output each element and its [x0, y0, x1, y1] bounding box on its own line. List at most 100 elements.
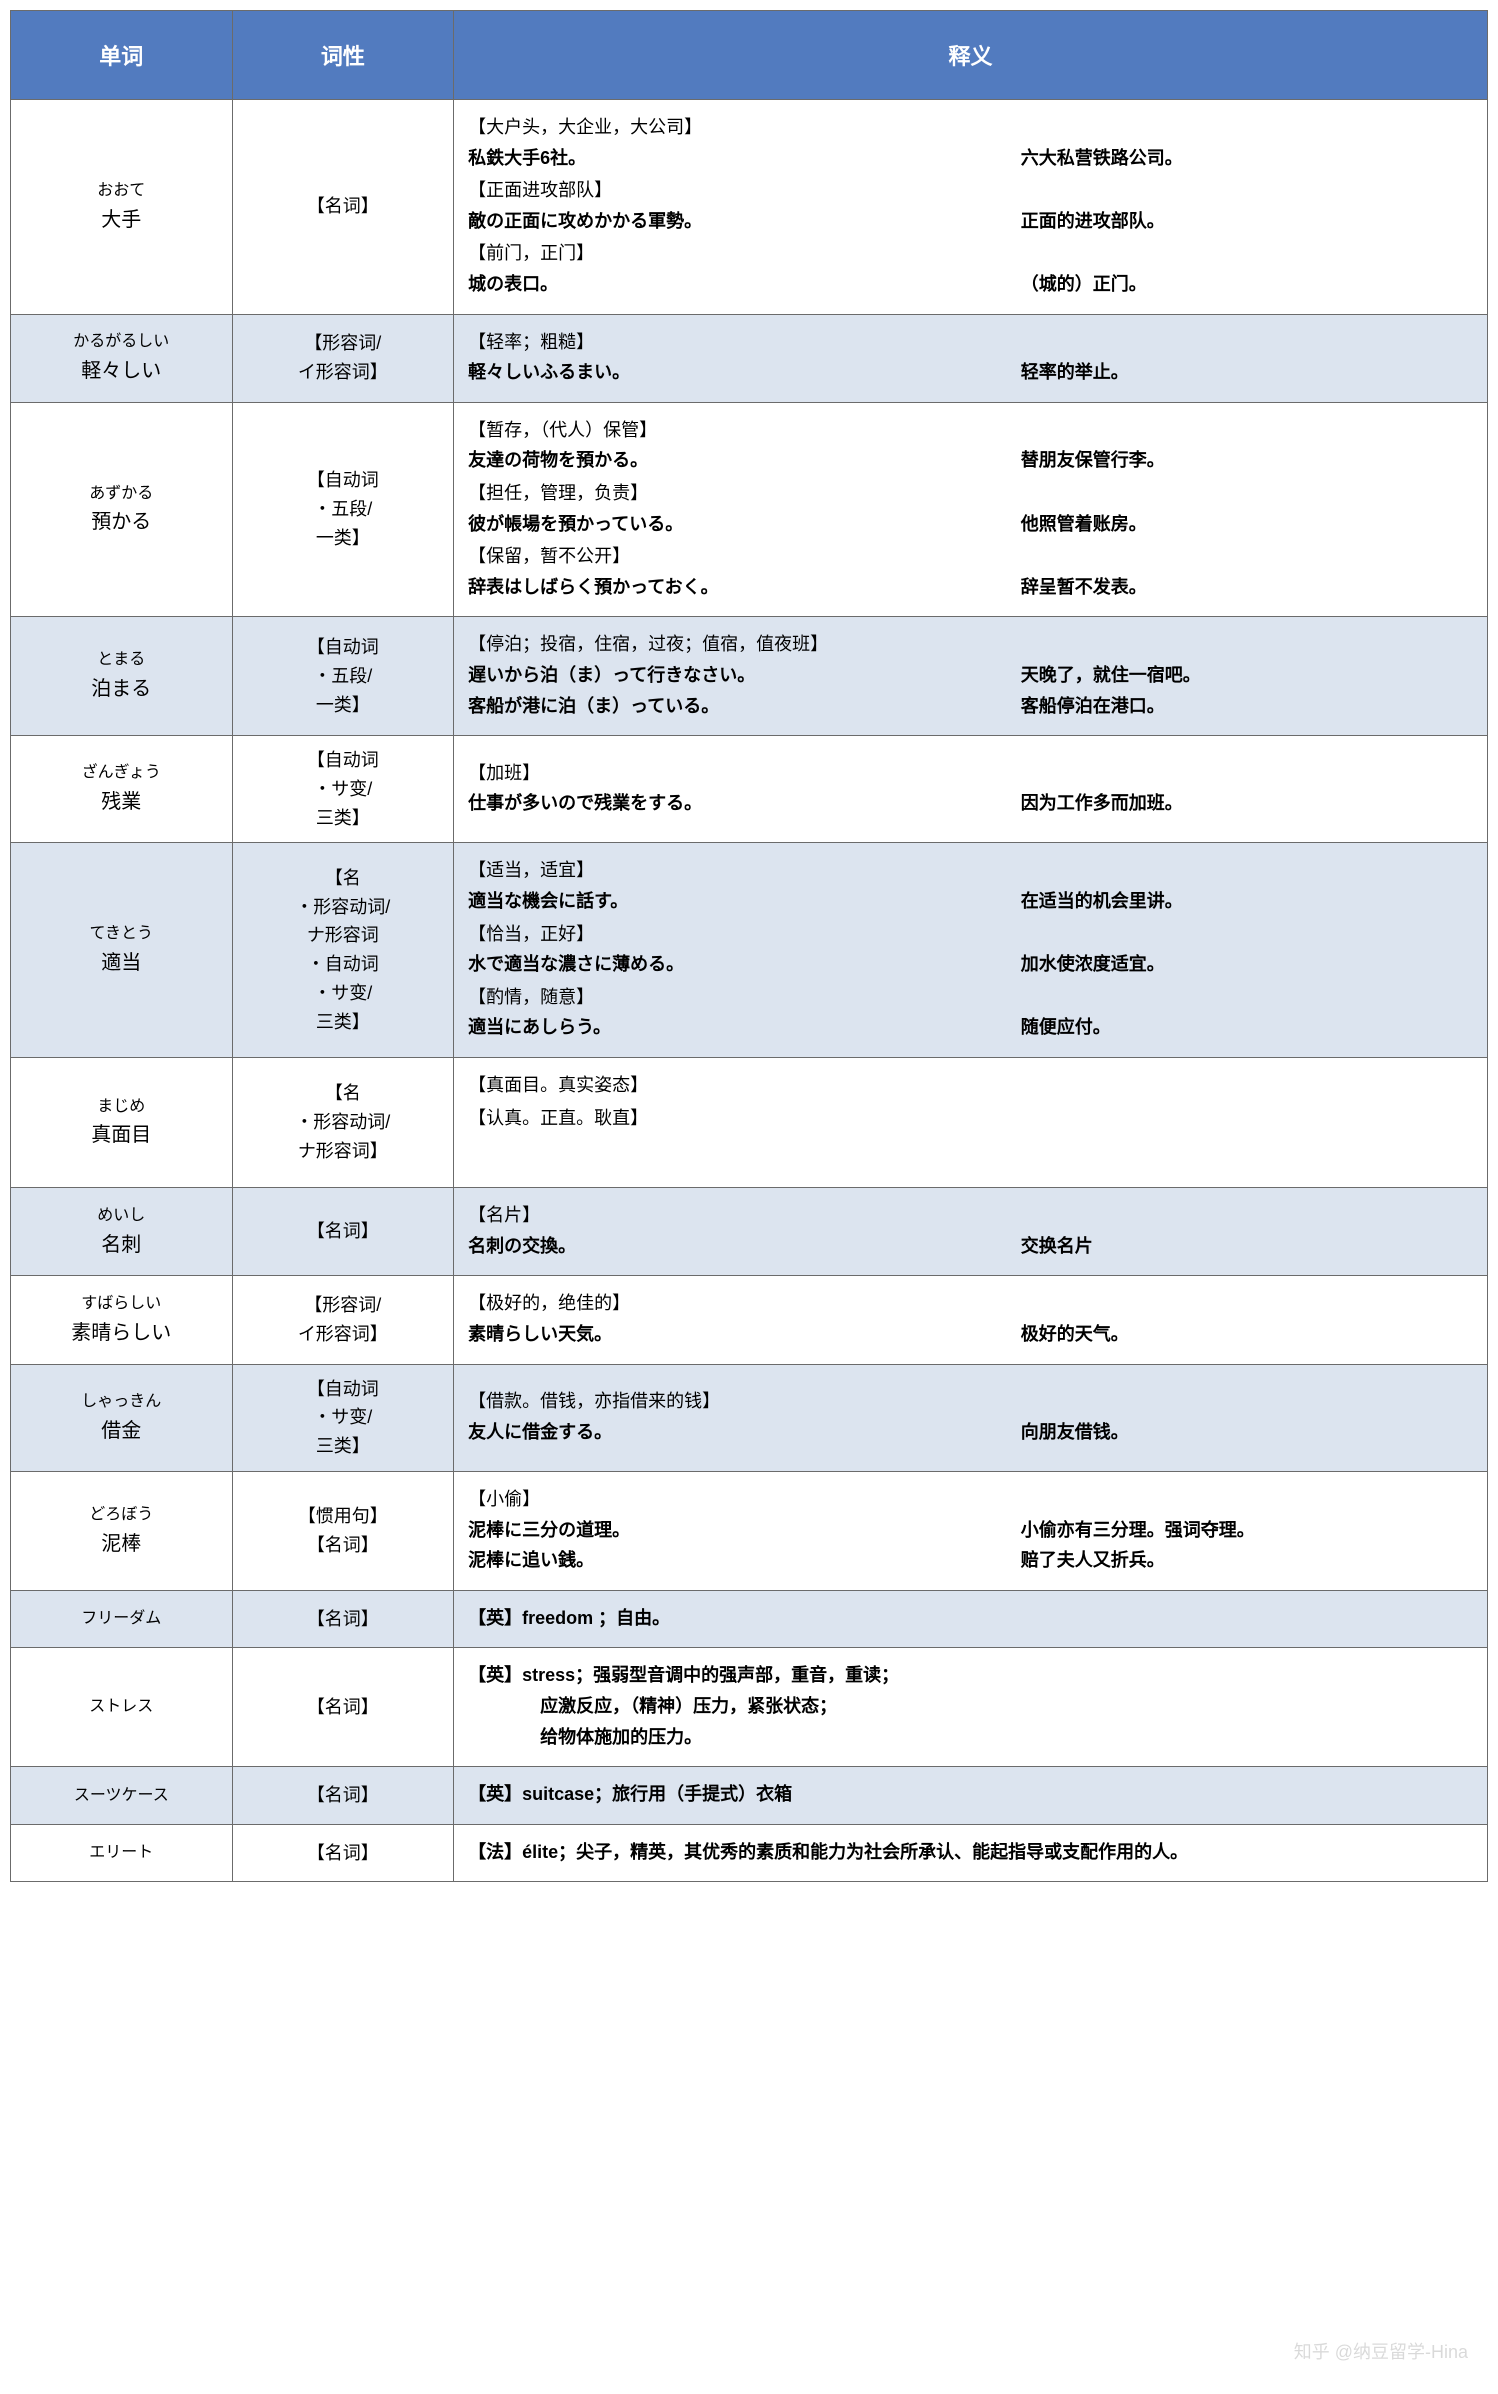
pos-cell: 【惯用句】【名词】	[232, 1472, 454, 1591]
pos-cell: 【名词】	[232, 1824, 454, 1882]
example-jp: 適当にあしらう。	[468, 1012, 1021, 1043]
example-row: 友人に借金する。向朋友借钱。	[468, 1417, 1473, 1448]
table-row: フリーダム【名词】【英】freedom ；自由。	[11, 1590, 1488, 1648]
example-row: 友達の荷物を預かる。替朋友保管行李。	[468, 445, 1473, 476]
word-reading: エリート	[17, 1840, 226, 1866]
example-row: 名刺の交換。交换名片	[468, 1231, 1473, 1262]
pos-cell: 【名词】	[232, 100, 454, 315]
example-row: 彼が帳場を預かっている。他照管着账房。	[468, 509, 1473, 540]
def-line: 【英】stress；强弱型音调中的强声部，重音，重读；	[468, 1660, 1473, 1691]
example-row: 遅いから泊（ま）って行きなさい。天晚了，就住一宿吧。	[468, 660, 1473, 691]
word-reading: ざんぎょう	[17, 760, 226, 786]
def-cell: 【真面目。真实姿态】【认真。正直。耿直】	[454, 1058, 1488, 1188]
def-cell: 【英】stress；强弱型音调中的强声部，重音，重读； 应激反应，（精神）压力，…	[454, 1648, 1488, 1767]
header-row: 单词 词性 释义	[11, 11, 1488, 100]
example-row: 素晴らしい天気。极好的天气。	[468, 1319, 1473, 1350]
word-cell: ざんぎょう残業	[11, 736, 233, 843]
def-cell: 【暂存，（代人）保管】友達の荷物を預かる。替朋友保管行李。【担任，管理，负责】彼…	[454, 402, 1488, 617]
vocab-table: 单词 词性 释义 おおて大手【名词】【大户头，大企业，大公司】私鉄大手6社。六大…	[10, 10, 1488, 1882]
pos-cell: 【名・形容动词/ナ形容词】	[232, 1058, 454, 1188]
example-jp: 泥棒に三分の道理。	[468, 1515, 1021, 1546]
example-row: 水で適当な濃さに薄める。加水使浓度适宜。	[468, 949, 1473, 980]
def-heading: 【保留，暂不公开】	[468, 541, 1473, 572]
word-cell: めいし名刺	[11, 1188, 233, 1276]
example-jp: 敵の正面に攻めかかる軍勢。	[468, 206, 1021, 237]
example-row: 城の表口。（城的）正门。	[468, 269, 1473, 300]
def-cell: 【停泊；投宿，住宿，过夜；值宿，值夜班】遅いから泊（ま）って行きなさい。天晚了，…	[454, 617, 1488, 736]
word-cell: すばらしい素晴らしい	[11, 1276, 233, 1364]
def-heading: 【名片】	[468, 1200, 1473, 1231]
example-cn: 小偷亦有三分理。强词夺理。	[1021, 1515, 1473, 1546]
def-single: 【法】élite；尖子，精英，其优秀的素质和能力为社会所承认、能起指导或支配作用…	[468, 1837, 1473, 1868]
word-cell: あずかる預かる	[11, 402, 233, 617]
def-cell: 【大户头，大企业，大公司】私鉄大手6社。六大私营铁路公司。【正面进攻部队】敵の正…	[454, 100, 1488, 315]
example-cn: 赔了夫人又折兵。	[1021, 1545, 1473, 1576]
example-cn: 客船停泊在港口。	[1021, 691, 1473, 722]
pos-cell: 【自动词・サ变/三类】	[232, 1364, 454, 1471]
def-heading: 【前门，正门】	[468, 238, 1473, 269]
example-jp: 辞表はしばらく預かっておく。	[468, 572, 1021, 603]
word-reading: てきとう	[17, 921, 226, 947]
def-heading: 【小偷】	[468, 1484, 1473, 1515]
word-kanji: 預かる	[17, 506, 226, 538]
word-kanji: 軽々しい	[17, 355, 226, 387]
word-reading: すばらしい	[17, 1291, 226, 1317]
word-cell: どろぼう泥棒	[11, 1472, 233, 1591]
example-jp: 私鉄大手6社。	[468, 143, 1021, 174]
def-heading: 【借款。借钱，亦指借来的钱】	[468, 1386, 1473, 1417]
table-row: おおて大手【名词】【大户头，大企业，大公司】私鉄大手6社。六大私营铁路公司。【正…	[11, 100, 1488, 315]
example-row: 私鉄大手6社。六大私营铁路公司。	[468, 143, 1473, 174]
example-row: 客船が港に泊（ま）っている。客船停泊在港口。	[468, 691, 1473, 722]
def-cell: 【极好的，绝佳的】素晴らしい天気。极好的天气。	[454, 1276, 1488, 1364]
example-jp: 泥棒に追い銭。	[468, 1545, 1021, 1576]
def-heading: 【极好的，绝佳的】	[468, 1288, 1473, 1319]
table-row: エリート【名词】【法】élite；尖子，精英，其优秀的素质和能力为社会所承认、能…	[11, 1824, 1488, 1882]
word-reading: めいし	[17, 1203, 226, 1229]
example-jp: 城の表口。	[468, 269, 1021, 300]
word-cell: フリーダム	[11, 1590, 233, 1648]
example-jp: 仕事が多いので残業をする。	[468, 788, 1021, 819]
pos-cell: 【名・形容动词/ナ形容词・自动词・サ变/三类】	[232, 843, 454, 1058]
def-heading: 【加班】	[468, 758, 1473, 789]
def-heading: 【暂存，（代人）保管】	[468, 415, 1473, 446]
example-cn: 加水使浓度适宜。	[1021, 949, 1473, 980]
pos-cell: 【自动词・五段/一类】	[232, 617, 454, 736]
example-jp: 軽々しいふるまい。	[468, 357, 1021, 388]
def-cell: 【小偷】泥棒に三分の道理。小偷亦有三分理。强词夺理。泥棒に追い銭。赔了夫人又折兵…	[454, 1472, 1488, 1591]
example-cn: 轻率的举止。	[1021, 357, 1473, 388]
word-cell: おおて大手	[11, 100, 233, 315]
word-cell: かるがるしい軽々しい	[11, 314, 233, 402]
example-jp: 水で適当な濃さに薄める。	[468, 949, 1021, 980]
def-cell: 【法】élite；尖子，精英，其优秀的素质和能力为社会所承认、能起指导或支配作用…	[454, 1824, 1488, 1882]
def-heading: 【适当，适宜】	[468, 855, 1473, 886]
watermark: 知乎 @纳豆留学-Hina	[1294, 2338, 1468, 2364]
word-reading: ストレス	[17, 1694, 226, 1720]
word-kanji: 名刺	[17, 1229, 226, 1261]
example-row: 適当な機会に話す。在适当的机会里讲。	[468, 886, 1473, 917]
def-cell: 【适当，适宜】適当な機会に話す。在适当的机会里讲。【恰当，正好】水で適当な濃さに…	[454, 843, 1488, 1058]
word-cell: しゃっきん借金	[11, 1364, 233, 1471]
table-row: スーツケース【名词】【英】suitcase；旅行用（手提式）衣箱	[11, 1767, 1488, 1825]
example-row: 仕事が多いので残業をする。因为工作多而加班。	[468, 788, 1473, 819]
def-line: 给物体施加的压力。	[468, 1722, 1473, 1753]
example-cn: 他照管着账房。	[1021, 509, 1473, 540]
example-jp: 素晴らしい天気。	[468, 1319, 1021, 1350]
example-cn: 交换名片	[1021, 1231, 1473, 1262]
word-kanji: 残業	[17, 786, 226, 818]
example-jp: 名刺の交換。	[468, 1231, 1021, 1262]
def-heading: 【真面目。真实姿态】	[468, 1070, 1473, 1101]
example-row: 適当にあしらう。随便应付。	[468, 1012, 1473, 1043]
word-cell: スーツケース	[11, 1767, 233, 1825]
example-row: 辞表はしばらく預かっておく。辞呈暂不发表。	[468, 572, 1473, 603]
word-reading: あずかる	[17, 481, 226, 507]
pos-cell: 【名词】	[232, 1648, 454, 1767]
example-cn: 随便应付。	[1021, 1012, 1473, 1043]
example-cn: 在适当的机会里讲。	[1021, 886, 1473, 917]
table-row: しゃっきん借金【自动词・サ变/三类】【借款。借钱，亦指借来的钱】友人に借金する。…	[11, 1364, 1488, 1471]
example-row: 泥棒に追い銭。赔了夫人又折兵。	[468, 1545, 1473, 1576]
word-kanji: 真面目	[17, 1119, 226, 1151]
example-row: 軽々しいふるまい。轻率的举止。	[468, 357, 1473, 388]
table-row: かるがるしい軽々しい【形容词/イ形容词】【轻率；粗糙】軽々しいふるまい。轻率的举…	[11, 314, 1488, 402]
def-heading: 【认真。正直。耿直】	[468, 1103, 1473, 1134]
table-row: どろぼう泥棒【惯用句】【名词】【小偷】泥棒に三分の道理。小偷亦有三分理。强词夺理…	[11, 1472, 1488, 1591]
